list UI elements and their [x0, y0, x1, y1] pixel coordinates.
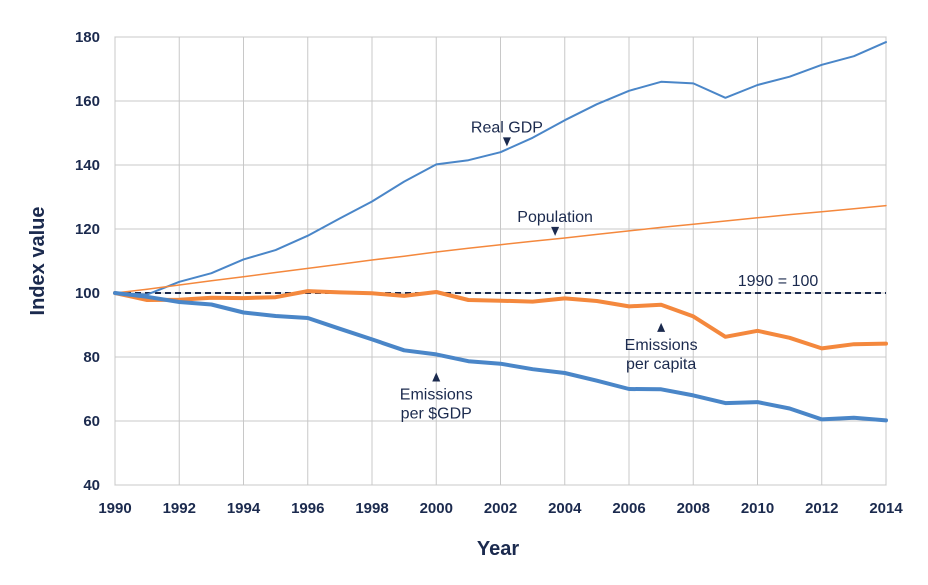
x-tick-label: 2004	[548, 500, 582, 517]
annotation-label: Emissions	[625, 337, 698, 354]
y-tick-label: 180	[75, 29, 100, 46]
tick-labels: 1990 1992 1994 1996 1998 2000 2002 2004 2006 2008…	[75, 29, 903, 517]
annotation-label: per capita	[626, 356, 696, 373]
y-tick-label: 100	[75, 285, 100, 302]
annotation-label: Population	[517, 209, 593, 226]
y-tick-label: 40	[83, 477, 100, 494]
x-tick-label: 2006	[612, 500, 645, 517]
series-group	[113, 41, 888, 423]
x-axis-title: Year	[477, 538, 519, 560]
x-tick-label: 1998	[355, 500, 388, 517]
x-tick-label: 2012	[805, 500, 838, 517]
series-population	[114, 204, 887, 294]
series-line-emissions_per_gdp	[113, 291, 888, 423]
series-emissions_per_capita	[113, 289, 888, 351]
series-line-emissions_per_capita	[113, 289, 888, 351]
annotation-arrow	[432, 372, 441, 382]
annotation-population: Population	[517, 209, 593, 236]
reference-line-group: 1990 = 100	[115, 273, 886, 294]
series-emissions_per_gdp	[113, 291, 888, 423]
x-tick-label: 2008	[677, 500, 710, 517]
annotation-arrow	[551, 226, 560, 236]
y-axis-title: Index value	[27, 207, 49, 316]
y-tick-label: 140	[75, 157, 100, 174]
x-tick-label: 2014	[869, 500, 903, 517]
annotation-arrow	[657, 322, 666, 332]
x-tick-label: 2000	[420, 500, 453, 517]
x-tick-label: 1996	[291, 500, 324, 517]
annotation-gdp: Real GDP	[471, 119, 543, 147]
annotation-emissions_per_capita: Emissions per capita	[625, 322, 698, 373]
y-tick-label: 80	[83, 349, 100, 366]
y-tick-label: 60	[83, 413, 100, 430]
grid	[114, 36, 887, 486]
x-tick-label: 2010	[741, 500, 774, 517]
annotation-label: Real GDP	[471, 119, 543, 136]
annotation-label: Emissions	[400, 386, 473, 403]
y-tick-label: 120	[75, 221, 100, 238]
x-tick-label: 1994	[227, 500, 261, 517]
x-tick-label: 2002	[484, 500, 517, 517]
annotation-emissions_per_gdp: Emissions per $GDP	[400, 372, 473, 422]
annotation-label: per $GDP	[401, 405, 472, 422]
annotation-arrow	[502, 137, 511, 147]
reference-line-label: 1990 = 100	[738, 273, 819, 290]
y-tick-label: 160	[75, 93, 100, 110]
series-gdp	[114, 41, 887, 296]
x-tick-label: 1992	[163, 500, 196, 517]
x-tick-label: 1990	[98, 500, 131, 517]
